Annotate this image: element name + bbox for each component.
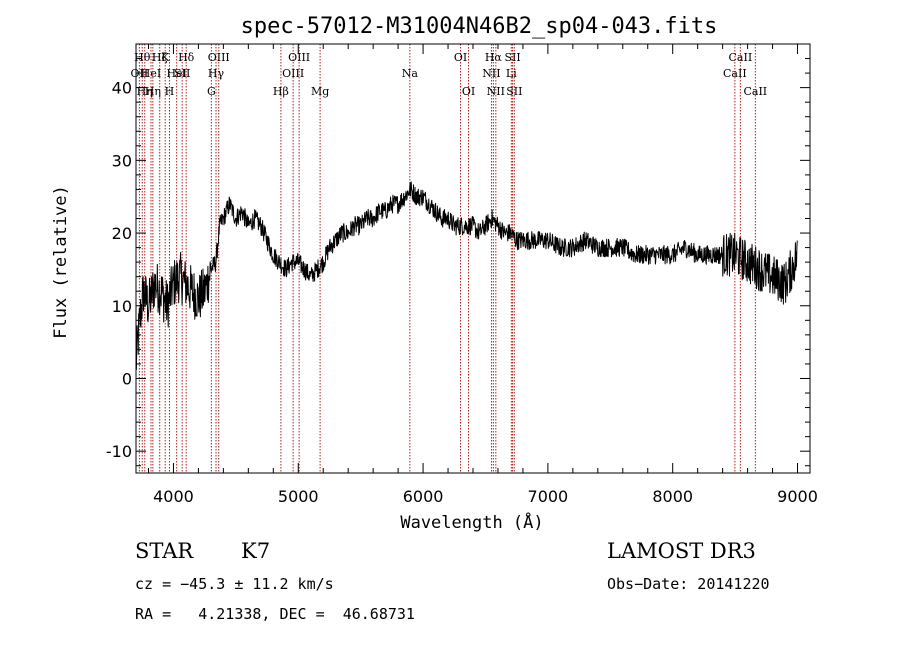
line-label: NII (487, 85, 505, 98)
emission-line-labels: OIIHθHηHeIHηHζKHHeISIIHδGHγOIIIHβOIIIOII… (131, 51, 768, 98)
x-axis-label: Wavelength (Å) (400, 511, 543, 533)
x-tick-label: 8000 (652, 487, 693, 506)
line-label: Hη (137, 85, 153, 98)
line-label: OI (454, 51, 467, 64)
line-label: NII (482, 67, 500, 80)
survey-name: LAMOST DR3 (607, 539, 756, 563)
line-label: Hη (145, 85, 161, 98)
line-label: HeI (141, 67, 161, 80)
line-label: CaII (743, 85, 767, 98)
line-label: OI (462, 85, 475, 98)
line-label: Hγ (208, 67, 225, 80)
y-tick-label: 40 (112, 79, 132, 98)
line-label: SII (174, 67, 190, 80)
line-label: OIII (208, 51, 230, 64)
y-tick-label: -10 (106, 442, 132, 461)
line-label: G (207, 85, 216, 98)
line-label: Na (402, 67, 419, 80)
line-label: CaII (729, 51, 753, 64)
y-axis-label: Flux (relative) (51, 185, 71, 339)
observation-date: Obs−Date: 20141220 (607, 575, 770, 593)
line-label: CaII (723, 67, 747, 80)
line-label: K (161, 51, 170, 64)
line-label: SII (506, 85, 522, 98)
object-subclass: K7 (241, 539, 270, 563)
chart-title: spec-57012-M31004N46B2_sp04-043.fits (241, 14, 718, 39)
x-tick-label: 7000 (528, 487, 569, 506)
line-label: Hα (485, 51, 503, 64)
y-tick-label: 20 (112, 224, 132, 243)
y-tick-label: 10 (112, 297, 132, 316)
object-class: STAR (135, 539, 194, 563)
line-label: HeI (166, 67, 186, 80)
x-tick-label: 9000 (777, 487, 818, 506)
line-label: Mg (311, 85, 329, 98)
line-label: OIII (288, 51, 310, 64)
line-label: OIII (282, 67, 304, 80)
x-tick-label: 5000 (278, 487, 319, 506)
line-label: SII (504, 51, 520, 64)
line-label: Hδ (178, 51, 195, 64)
redshift-cz: cz = −45.3 ± 11.2 km/s (135, 575, 334, 593)
x-axis: 4000 5000 6000 7000 8000 9000 (147, 44, 818, 506)
line-label: Hβ (273, 85, 289, 98)
line-label: Li (506, 67, 517, 80)
line-label: Hθ (134, 51, 151, 64)
y-tick-label: 0 (122, 369, 132, 388)
coordinates: RA = 4.21338, DEC = 46.68731 (135, 605, 415, 623)
x-tick-label: 4000 (153, 487, 194, 506)
x-tick-label: 6000 (403, 487, 444, 506)
line-label: Hζ (152, 51, 168, 64)
spectrum-line (135, 181, 798, 370)
y-axis: -10 0 10 20 30 40 (106, 58, 810, 467)
y-tick-label: 30 (112, 151, 132, 170)
line-label: H (165, 85, 175, 98)
